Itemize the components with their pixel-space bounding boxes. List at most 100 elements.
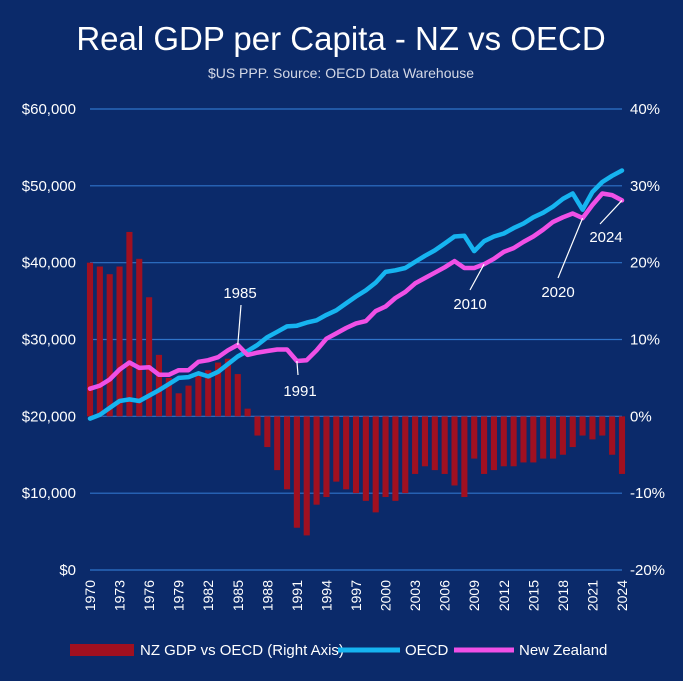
annotation-leader-line xyxy=(237,304,242,345)
bar-nz-vs-oecd xyxy=(224,358,231,417)
bar-nz-vs-oecd xyxy=(540,416,547,459)
gridlines xyxy=(90,108,622,571)
annotation-leader-line xyxy=(557,217,584,279)
annotation-label: 2020 xyxy=(541,284,574,301)
bar-nz-vs-oecd xyxy=(520,416,527,463)
bar-nz-vs-oecd xyxy=(136,258,143,417)
y-left-tick-label: $0 xyxy=(59,562,76,579)
y-right-tick-label: 40% xyxy=(630,101,660,118)
annotation-leader-line xyxy=(296,360,299,376)
y-left-tick-label: $50,000 xyxy=(22,178,76,195)
bar-nz-vs-oecd xyxy=(116,266,123,417)
bar-nz-vs-oecd xyxy=(333,416,340,482)
x-tick-label: 2012 xyxy=(496,580,512,611)
bar-nz-vs-oecd xyxy=(412,416,419,474)
bar-nz-vs-oecd xyxy=(303,416,310,536)
bar-nz-vs-oecd xyxy=(382,416,389,498)
bar-nz-vs-oecd xyxy=(185,385,192,417)
x-tick-label: 1970 xyxy=(82,580,98,611)
x-tick-label: 2024 xyxy=(614,580,630,611)
y-right-tick-label: 0% xyxy=(630,408,652,425)
x-tick-label: 1976 xyxy=(141,580,157,611)
y-right-tick-label: 10% xyxy=(630,332,660,349)
bar-nz-vs-oecd xyxy=(86,262,94,417)
legend: NZ GDP vs OECD (Right Axis) OECD New Zeala… xyxy=(70,642,607,659)
annotation-label: 1991 xyxy=(283,383,316,400)
x-tick-label: 1988 xyxy=(259,580,275,611)
line-series xyxy=(87,168,625,421)
bar-nz-vs-oecd xyxy=(402,416,409,494)
bar-nz-vs-oecd xyxy=(451,416,458,486)
legend-label-bar: NZ GDP vs OECD (Right Axis) xyxy=(140,642,344,659)
bar-nz-vs-oecd xyxy=(283,416,291,490)
bar-nz-vs-oecd xyxy=(510,416,517,467)
bar-nz-vs-oecd xyxy=(215,362,222,417)
y-left-tick-label: $60,000 xyxy=(22,101,76,118)
bar-nz-vs-oecd xyxy=(264,416,271,448)
y-right-tick-label: -10% xyxy=(630,485,665,502)
bar-nz-vs-oecd xyxy=(234,374,241,417)
bar-nz-vs-oecd xyxy=(471,416,478,459)
x-tick-label: 2009 xyxy=(466,580,482,611)
bar-nz-vs-oecd xyxy=(362,416,369,501)
bar-nz-vs-oecd xyxy=(293,416,300,528)
bar-nz-vs-oecd xyxy=(431,416,438,471)
y-right-tick-label: 30% xyxy=(630,178,660,195)
bar-nz-vs-oecd xyxy=(155,354,163,417)
bar-nz-vs-oecd xyxy=(549,416,557,459)
bar-nz-vs-oecd xyxy=(441,416,448,474)
annotations: 1985 1991 2010 2020 2024 xyxy=(223,200,623,400)
bar-nz-vs-oecd xyxy=(461,416,468,498)
annotation-leader-line xyxy=(469,263,485,291)
y-left-tick-label: $20,000 xyxy=(22,408,76,425)
y-right-tick-label: 20% xyxy=(630,255,660,272)
annotation-label: 2010 xyxy=(453,296,486,313)
x-tick-label: 1994 xyxy=(318,580,334,611)
x-tick-label: 1982 xyxy=(200,580,216,611)
chart-title: Real GDP per Capita - NZ vs OECD xyxy=(76,20,605,57)
bar-nz-vs-oecd xyxy=(96,266,103,417)
x-tick-label: 2018 xyxy=(555,580,571,611)
bar-nz-vs-oecd xyxy=(530,416,537,463)
bar-nz-vs-oecd xyxy=(352,416,360,494)
x-tick-label: 2015 xyxy=(525,580,541,611)
bar-series xyxy=(86,231,626,536)
bar-nz-vs-oecd xyxy=(421,416,429,467)
x-tick-label: 2003 xyxy=(407,580,423,611)
bar-nz-vs-oecd xyxy=(618,416,626,474)
bar-nz-vs-oecd xyxy=(195,374,202,417)
x-tick-label: 2006 xyxy=(437,580,453,611)
line-new-zealand xyxy=(87,191,625,391)
bar-nz-vs-oecd xyxy=(254,416,261,436)
bar-nz-vs-oecd xyxy=(323,416,330,498)
bar-nz-vs-oecd xyxy=(500,416,507,467)
chart-subtitle: $US PPP. Source: OECD Data Warehouse xyxy=(208,65,474,81)
legend-swatch-bar xyxy=(70,644,134,656)
bar-nz-vs-oecd xyxy=(609,416,616,455)
bar-nz-vs-oecd xyxy=(481,416,488,474)
bar-nz-vs-oecd xyxy=(599,416,606,436)
legend-label-oecd: OECD xyxy=(405,642,449,659)
annotation-label: 2024 xyxy=(589,229,622,246)
bar-nz-vs-oecd xyxy=(559,416,566,455)
y-left-tick-label: $40,000 xyxy=(22,255,76,272)
bar-nz-vs-oecd xyxy=(146,297,153,417)
axes: $0 $10,000 $20,000 $30,000 $40,000 $50,000 $60… xyxy=(22,101,665,611)
bar-nz-vs-oecd xyxy=(490,416,497,471)
x-tick-label: 2000 xyxy=(378,580,394,611)
bar-nz-vs-oecd xyxy=(589,416,596,440)
bar-nz-vs-oecd xyxy=(244,408,251,417)
x-tick-label: 1979 xyxy=(171,580,187,611)
line-oecd xyxy=(87,168,625,421)
y-left-tick-label: $30,000 xyxy=(22,332,76,349)
x-tick-label: 1997 xyxy=(348,580,364,611)
bar-nz-vs-oecd xyxy=(372,416,379,513)
x-tick-label: 1985 xyxy=(230,580,246,611)
y-right-tick-label: -20% xyxy=(630,562,665,579)
bar-nz-vs-oecd xyxy=(343,416,350,490)
x-tick-label: 2021 xyxy=(584,580,600,611)
bar-nz-vs-oecd xyxy=(313,416,320,505)
bar-nz-vs-oecd xyxy=(579,416,586,436)
